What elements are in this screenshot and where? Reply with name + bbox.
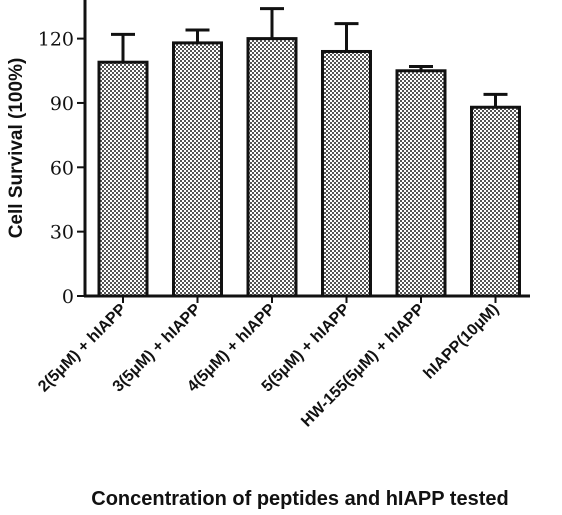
bars — [97, 37, 521, 298]
bar — [172, 41, 223, 298]
axes — [83, 0, 530, 298]
y-tick-label: 120 — [38, 29, 74, 51]
x-axis-label: Concentration of peptides and hIAPP test… — [91, 488, 508, 510]
y-tick-label: 60 — [50, 157, 74, 179]
y-axis-label: Cell Survival (100%) — [6, 58, 27, 239]
x-tick-label: HW-155(5μM) + hIAPP — [298, 301, 428, 431]
bar — [470, 105, 521, 298]
bar — [97, 60, 149, 298]
bar — [321, 49, 372, 298]
bar — [395, 69, 447, 298]
error-bars — [111, 7, 508, 108]
x-tick-label: hIAPP(10μM) — [421, 301, 503, 383]
y-tick-label: 90 — [50, 93, 74, 115]
y-ticks: 0 30 60 90 120 — [38, 29, 85, 308]
bar — [246, 37, 298, 298]
y-tick-label: 30 — [50, 222, 74, 244]
y-tick-label: 0 — [62, 286, 74, 308]
